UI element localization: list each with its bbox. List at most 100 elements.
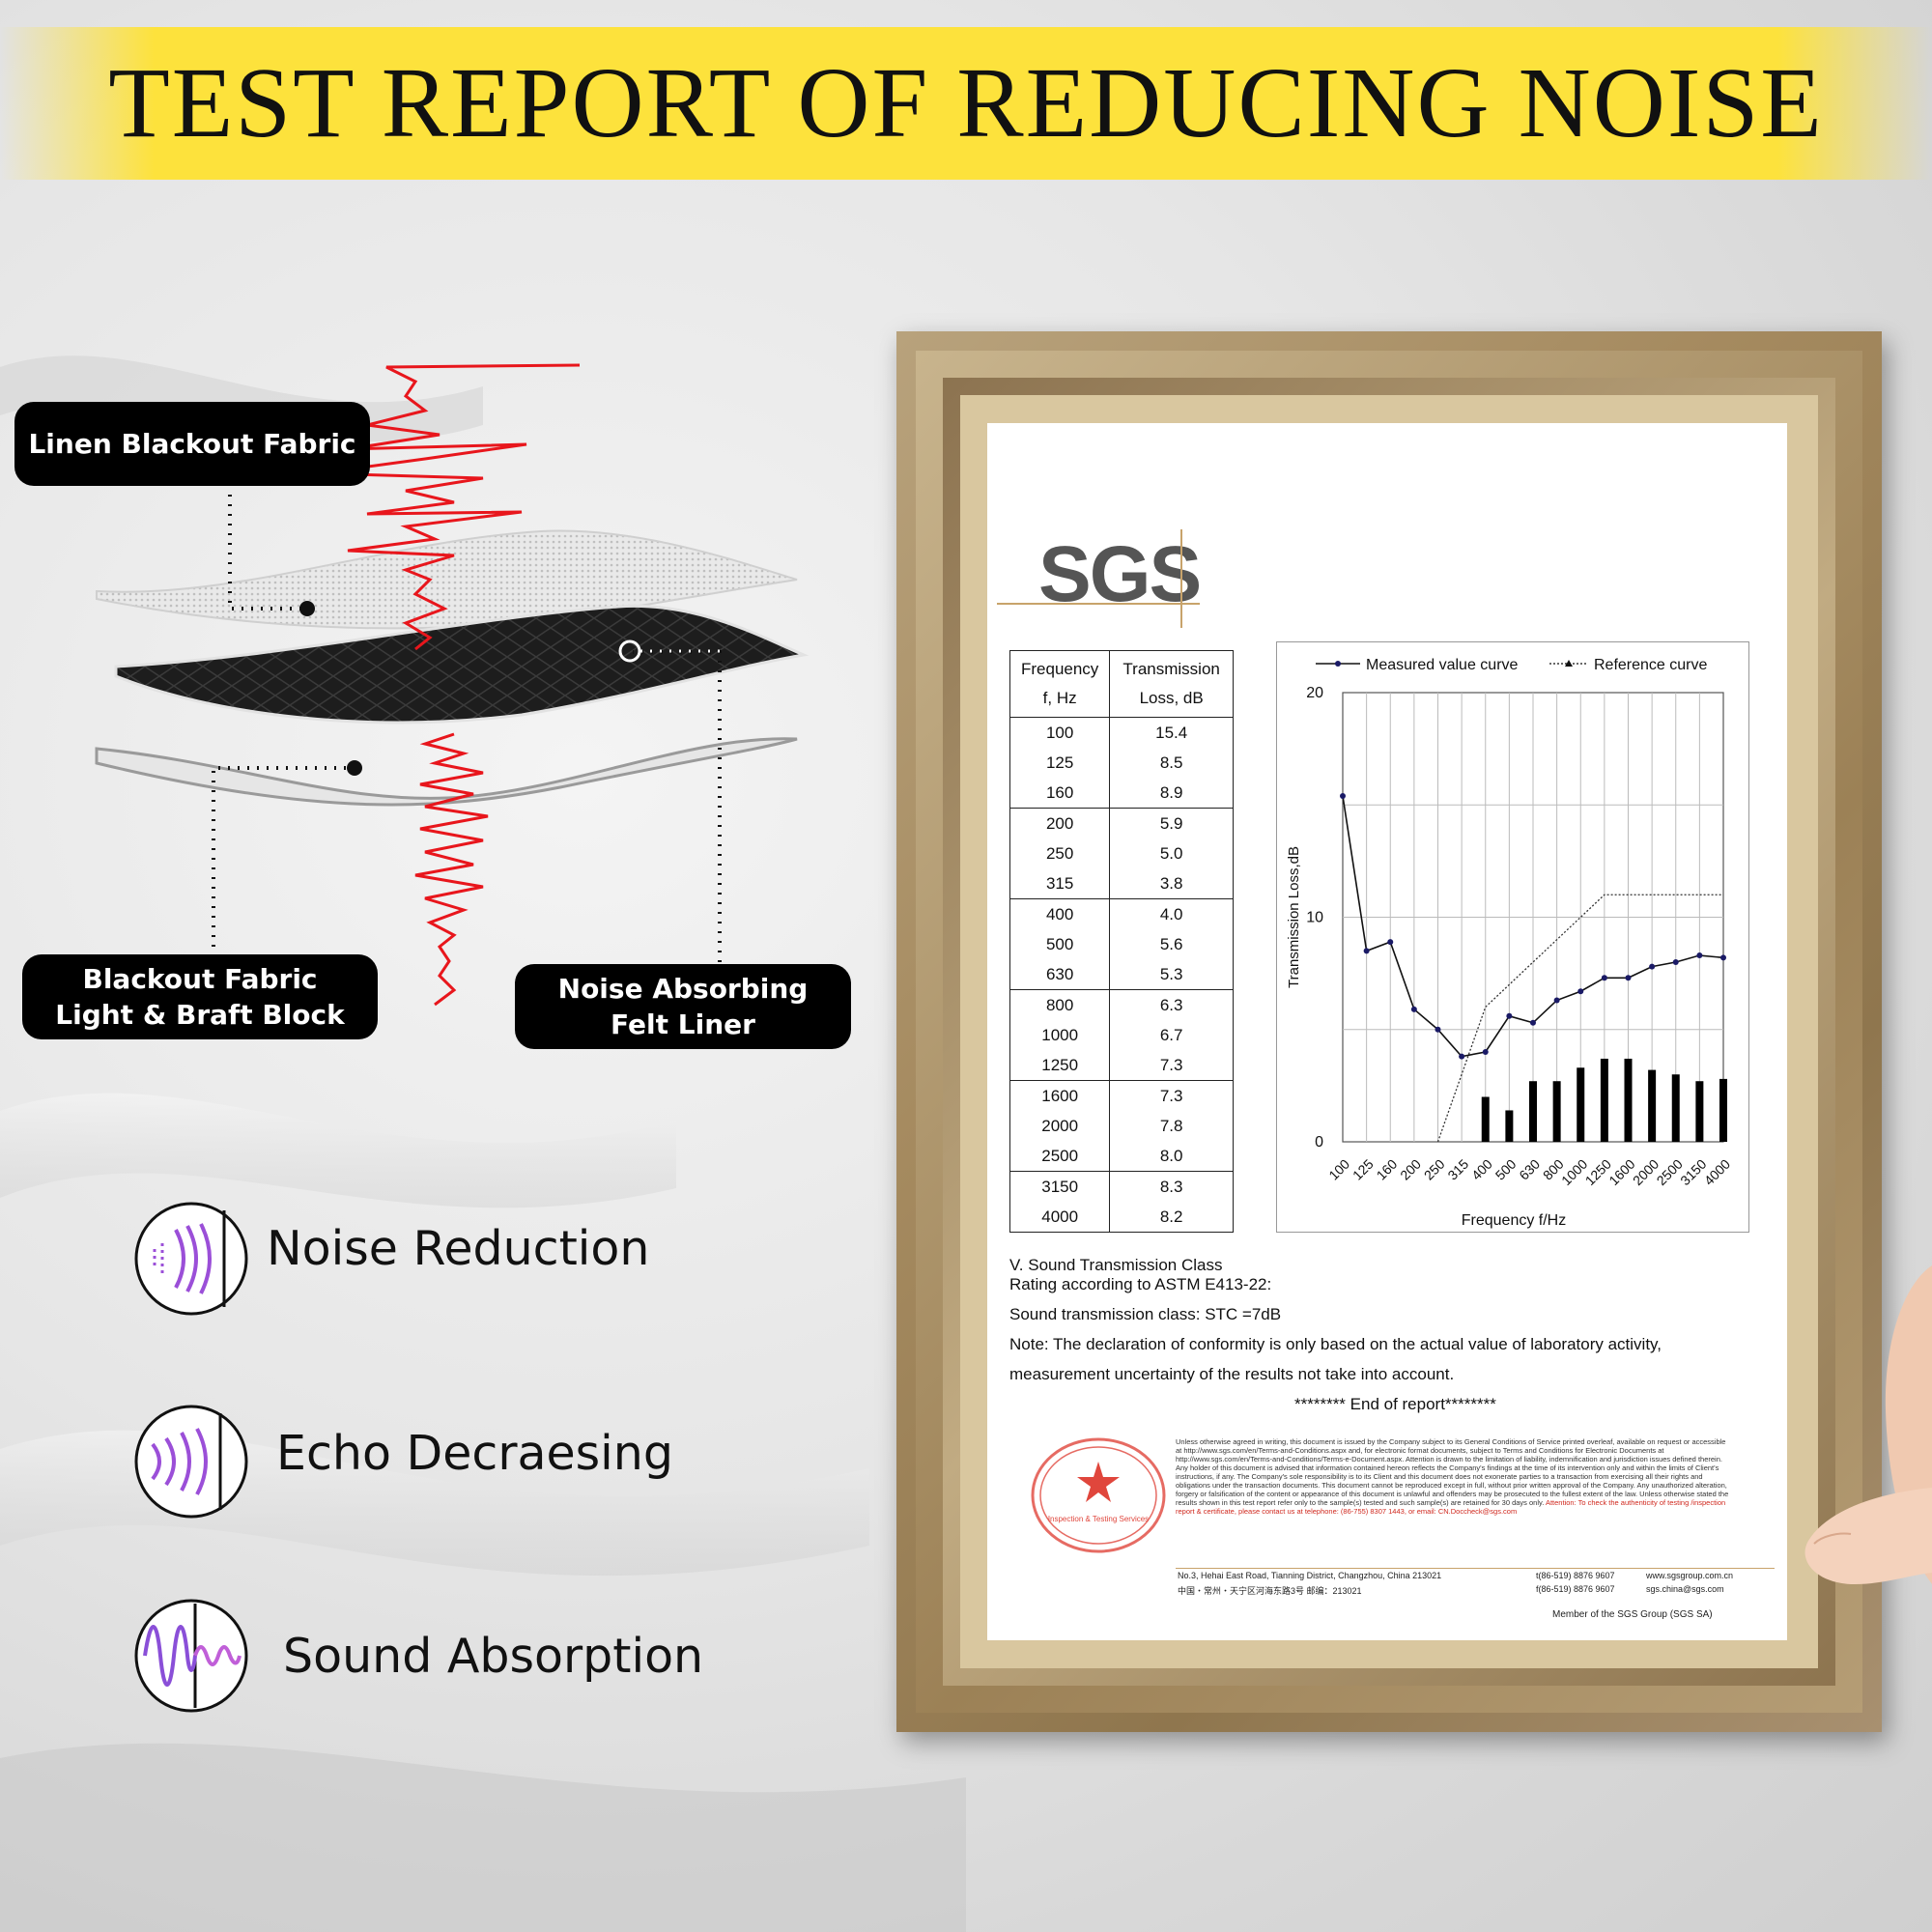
frequency-cell: 1250 — [1009, 1050, 1111, 1081]
table-row: 315 3.8 — [1009, 868, 1234, 899]
loss-cell: 8.5 — [1109, 748, 1234, 778]
note-line-1: Note: The declaration of conformity is o… — [1009, 1335, 1662, 1353]
legend-reference-label: Reference curve — [1594, 657, 1707, 673]
title-banner — [0, 27, 1932, 180]
table-row: 1000 6.7 — [1009, 1020, 1234, 1050]
member-line: Member of the SGS Group (SGS SA) — [1552, 1609, 1713, 1620]
measured-point — [1577, 988, 1584, 995]
loss-cell: 5.0 — [1109, 838, 1234, 868]
x-tick-label: 250 — [1421, 1156, 1448, 1183]
frequency-cell: 500 — [1009, 929, 1111, 959]
address-en: No.3, Hehai East Road, Tianning District… — [1178, 1571, 1442, 1580]
measured-point — [1553, 997, 1560, 1004]
felt-layer — [95, 737, 798, 807]
frequency-cell: 250 — [1009, 838, 1111, 868]
frequency-table: Frequency f, Hz Transmission Loss, dB 10… — [1009, 650, 1234, 1233]
felt-liner-label: Noise Absorbing Felt Liner — [515, 964, 851, 1049]
deficiency-bar — [1719, 1078, 1727, 1142]
x-tick-label: 630 — [1516, 1156, 1543, 1183]
measured-point — [1410, 1006, 1417, 1012]
frequency-cell: 100 — [1009, 717, 1111, 748]
frequency-cell: 315 — [1009, 868, 1111, 899]
telephone: t(86-519) 8876 9607 — [1536, 1571, 1615, 1580]
hand-image — [1804, 1265, 1932, 1584]
table-row: 125 8.5 — [1009, 748, 1234, 778]
sound-absorption-icon — [134, 1599, 248, 1713]
frequency-cell: 200 — [1009, 808, 1111, 838]
deficiency-bar — [1671, 1074, 1680, 1142]
measured-point — [1340, 792, 1346, 799]
loss-cell: 8.2 — [1109, 1202, 1234, 1233]
measured-point — [1720, 954, 1726, 961]
table-header-transmission: Transmission Loss, dB — [1109, 650, 1234, 718]
frequency-cell: 2500 — [1009, 1141, 1111, 1172]
deficiency-bar — [1624, 1058, 1633, 1142]
measured-point — [1696, 952, 1703, 959]
table-row: 250 5.0 — [1009, 838, 1234, 868]
y-tick-label: 10 — [1306, 910, 1323, 926]
end-of-report: ******** End of report******** — [1294, 1395, 1496, 1413]
table-row: 2000 7.8 — [1009, 1111, 1234, 1141]
loss-cell: 3.8 — [1109, 868, 1234, 899]
loss-cell: 4.0 — [1109, 898, 1234, 929]
loss-cell: 8.9 — [1109, 778, 1234, 809]
x-tick-label: 2000 — [1630, 1156, 1662, 1188]
x-tick-label: 4000 — [1701, 1156, 1733, 1188]
rating-text: Rating according to ASTM E413-22: — [1009, 1275, 1272, 1293]
address-cn: 中国・常州・天宁区河海东路3号 邮编：213021 — [1178, 1586, 1362, 1596]
deficiency-bar — [1577, 1067, 1585, 1142]
fine-print: Unless otherwise agreed in writing, this… — [1176, 1437, 1729, 1516]
echo-decreasing-label: Echo Decraesing — [276, 1426, 673, 1481]
legend-reference-marker — [1565, 660, 1573, 667]
loss-cell: 6.3 — [1109, 989, 1234, 1020]
x-tick-label: 1250 — [1582, 1156, 1614, 1188]
y-tick-label: 20 — [1306, 685, 1323, 701]
stamp-text: Inspection & Testing Services — [1048, 1515, 1149, 1523]
x-tick-label: 125 — [1350, 1156, 1377, 1183]
legend-measured-marker — [1335, 661, 1341, 667]
note-line-2: measurement uncertainty of the results n… — [1009, 1365, 1455, 1383]
test-report-document: SGS Frequency f, Hz Transmission Loss, d… — [987, 423, 1787, 1640]
loss-cell: 5.9 — [1109, 808, 1234, 838]
noise-reduction-icon — [134, 1202, 248, 1316]
felt-leader — [212, 766, 353, 947]
sound-wave-bottom — [414, 732, 489, 1007]
table-row: 200 5.9 — [1009, 808, 1234, 838]
sound-wave-top — [318, 363, 581, 651]
measured-point — [1672, 959, 1679, 965]
measured-point — [1649, 963, 1656, 970]
frequency-cell: 800 — [1009, 989, 1111, 1020]
table-row: 1250 7.3 — [1009, 1050, 1234, 1081]
blackout-fabric-label: Blackout Fabric Light & Braft Block — [22, 954, 378, 1039]
sound-absorption-label: Sound Absorption — [283, 1629, 704, 1684]
transmission-loss-chart: 0 10 20 Transmission Loss,dB 100 125 160 200 250… — [1276, 641, 1749, 1233]
stc-text: Sound transmission class: STC =7dB — [1009, 1305, 1282, 1323]
x-tick-label: 500 — [1492, 1156, 1520, 1183]
frequency-cell: 160 — [1009, 778, 1111, 809]
table-row: 400 4.0 — [1009, 898, 1234, 929]
x-tick-label: 1000 — [1558, 1156, 1590, 1188]
table-header-frequency: Frequency f, Hz — [1009, 650, 1111, 718]
x-tick-label: 400 — [1468, 1156, 1495, 1183]
table-row: 630 5.3 — [1009, 959, 1234, 990]
y-axis-label: Transmission Loss,dB — [1286, 846, 1302, 988]
deficiency-bar — [1648, 1069, 1657, 1142]
loss-cell: 7.3 — [1109, 1050, 1234, 1081]
x-tick-label: 200 — [1397, 1156, 1424, 1183]
email: sgs.china@sgs.com — [1646, 1584, 1724, 1594]
table-row: 160 8.9 — [1009, 778, 1234, 809]
measured-point — [1506, 1012, 1513, 1019]
loss-cell: 8.0 — [1109, 1141, 1234, 1172]
measured-point — [1435, 1026, 1441, 1033]
x-tick-label: 100 — [1325, 1156, 1352, 1183]
frequency-cell: 4000 — [1009, 1202, 1111, 1233]
loss-cell: 6.7 — [1109, 1020, 1234, 1050]
measured-point — [1363, 948, 1370, 954]
measured-point — [1482, 1049, 1489, 1055]
blackout-layer — [114, 604, 810, 724]
loss-cell: 5.3 — [1109, 959, 1234, 990]
x-tick-label: 160 — [1374, 1156, 1401, 1183]
table-row: 4000 8.2 — [1009, 1202, 1234, 1233]
frequency-cell: 1600 — [1009, 1080, 1111, 1111]
